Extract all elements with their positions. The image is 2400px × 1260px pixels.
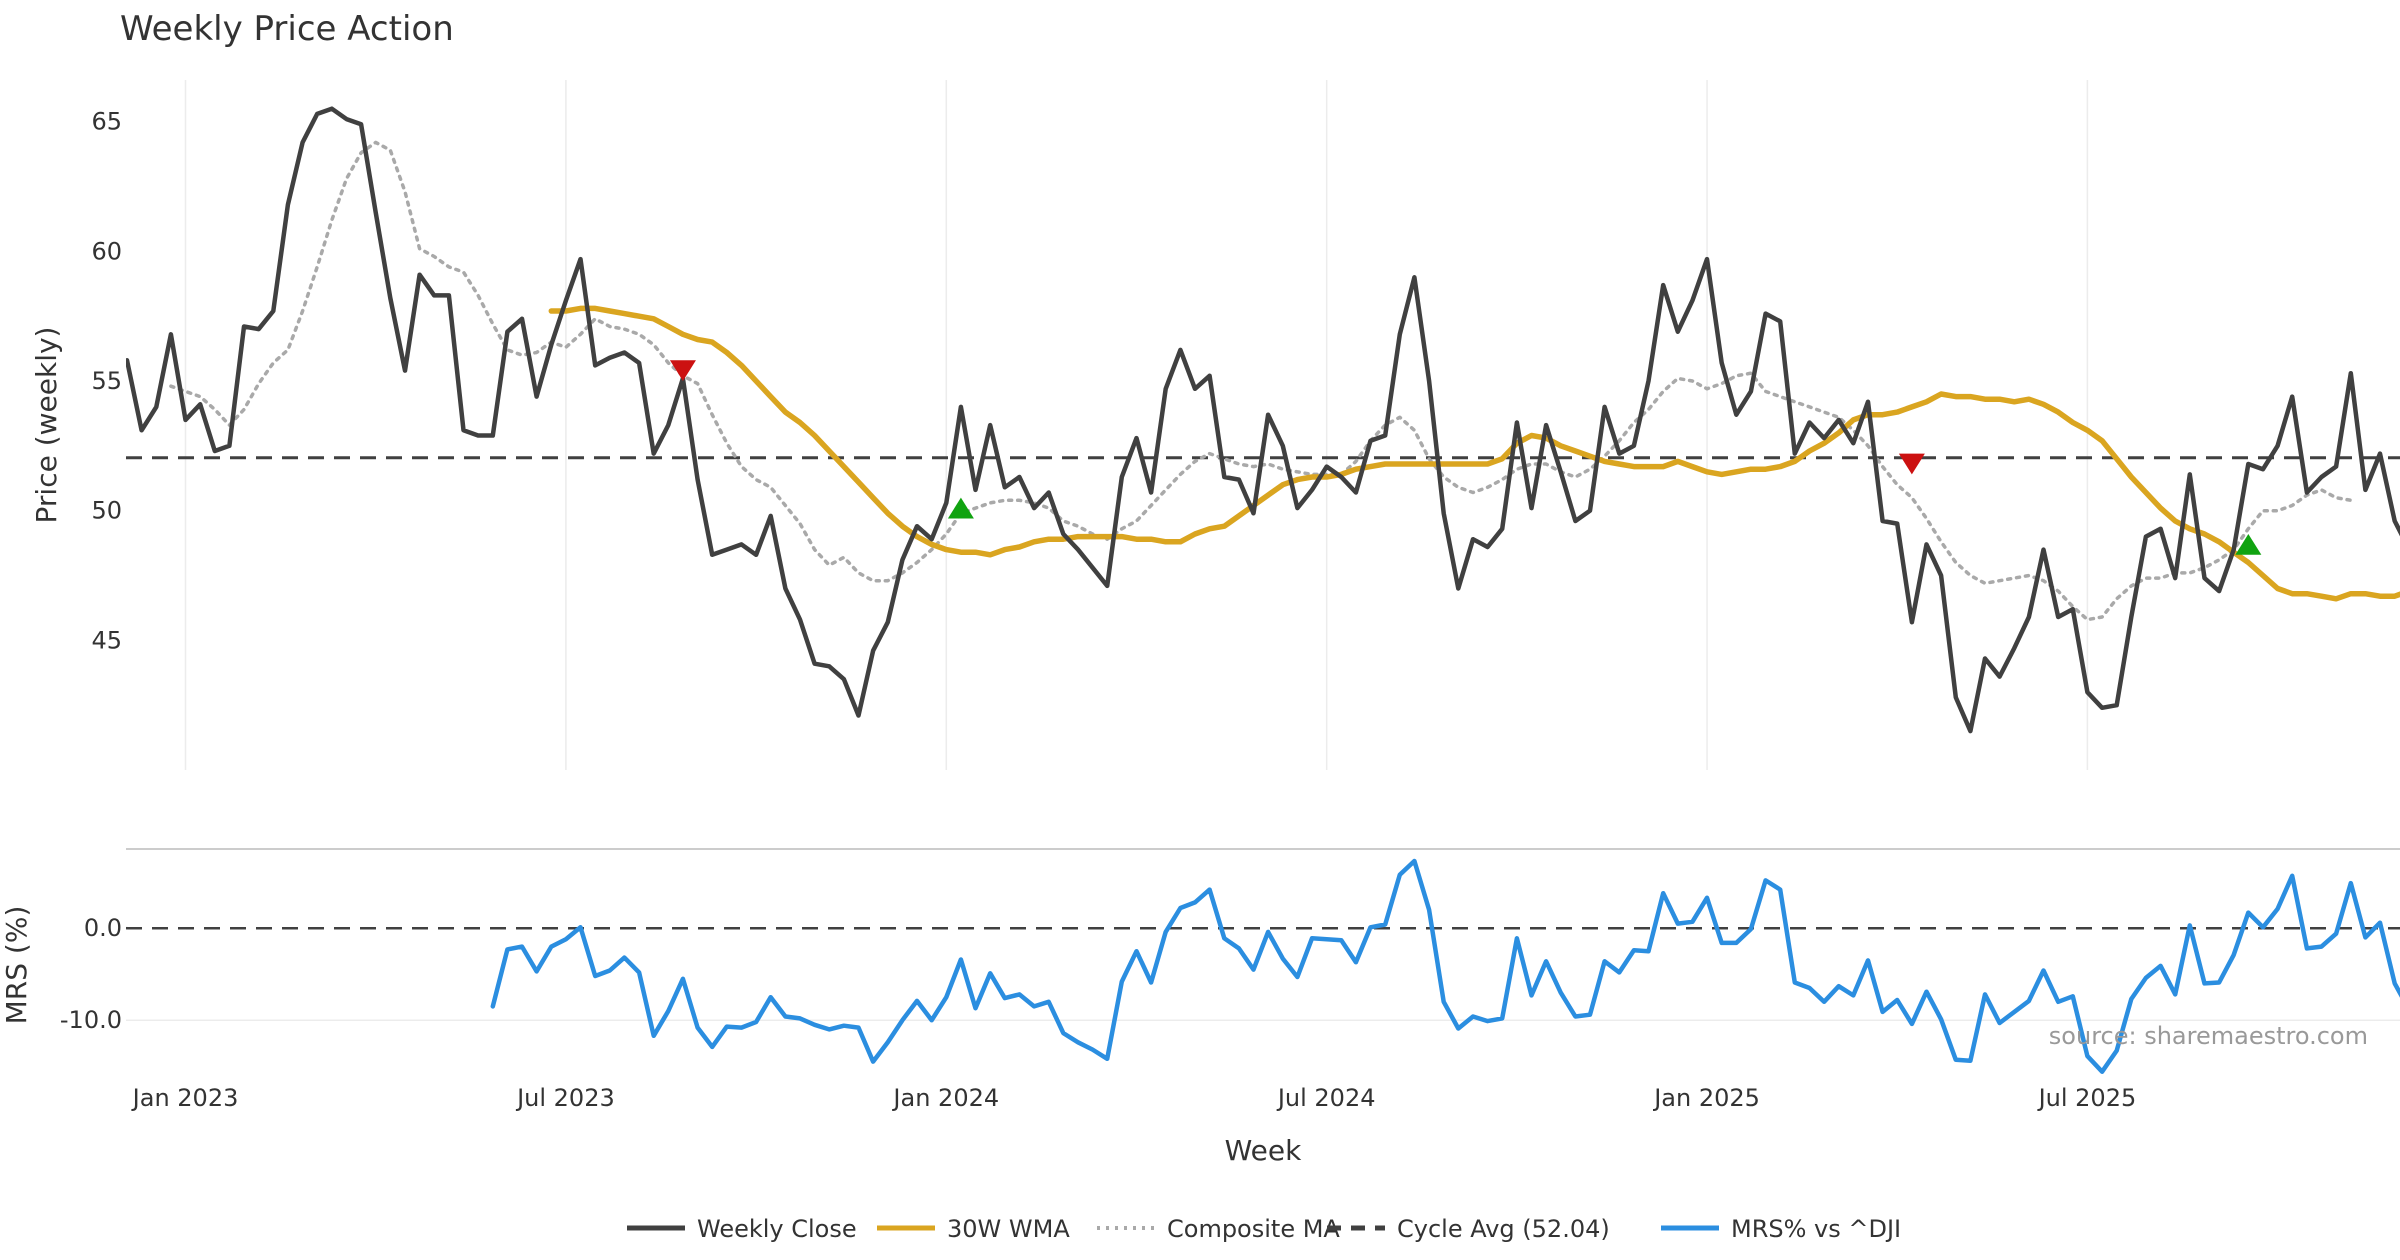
x-axis-ticks: Jan 2023 Jul 2023 Jan 2024 Jul 2024 Jan 2025…	[131, 1084, 2137, 1112]
legend-label: MRS% vs ^DJI	[1731, 1215, 1901, 1243]
mrs-y-tick-label: -10.0	[60, 1006, 122, 1034]
series-composite-ma	[169, 140, 2353, 622]
price-y-tick-label: 55	[91, 367, 122, 395]
legend-item: MRS% vs ^DJI	[1661, 1215, 1901, 1243]
x-tick-label: Jul 2024	[1276, 1084, 1376, 1112]
x-axis-label: Week	[1225, 1134, 1302, 1167]
mrs-y-axis-label: MRS (%)	[0, 906, 33, 1025]
mrs-plot-area	[126, 858, 2400, 1074]
series-30w-wma	[548, 305, 2400, 602]
x-tick-label: Jul 2023	[515, 1084, 615, 1112]
price-y-axis-label: Price (weekly)	[30, 327, 63, 524]
legend-item: 30W WMA	[877, 1215, 1070, 1243]
price-y-tick-label: 65	[91, 108, 122, 136]
x-tick-label: Jan 2024	[891, 1084, 999, 1112]
series-mrs-vs-dji	[490, 858, 2400, 1074]
sell-marker	[1898, 453, 1925, 475]
legend-label: 30W WMA	[947, 1215, 1070, 1243]
buy-marker	[2235, 533, 2262, 555]
legend-label: Cycle Avg (52.04)	[1397, 1215, 1610, 1243]
price-y-tick-label: 60	[91, 237, 122, 265]
price-y-tick-label: 45	[91, 626, 122, 654]
legend-item: Weekly Close	[627, 1215, 857, 1243]
legend-label: Composite MA	[1167, 1215, 1340, 1243]
x-tick-label: Jan 2023	[131, 1084, 239, 1112]
legend: Weekly Close 30W WMA Composite MA Cycle Avg…	[627, 1215, 1901, 1243]
source-text: source: sharemaestro.com	[2049, 1022, 2368, 1050]
legend-item: Composite MA	[1097, 1215, 1340, 1243]
legend-label: Weekly Close	[697, 1215, 857, 1243]
mrs-y-ticks: 0.0 -10.0	[60, 914, 122, 1034]
price-gridlines	[184, 80, 2089, 770]
price-y-tick-label: 50	[91, 497, 122, 525]
legend-item: Cycle Avg (52.04)	[1327, 1215, 1610, 1243]
price-y-ticks: 45 50 55 60 65	[91, 108, 122, 655]
price-plot-area	[126, 106, 2400, 734]
x-tick-label: Jan 2025	[1652, 1084, 1760, 1112]
mrs-y-tick-label: 0.0	[84, 914, 122, 942]
chart-title: Weekly Price Action	[120, 9, 454, 49]
series-weekly-close	[126, 106, 2400, 734]
x-tick-label: Jul 2025	[2037, 1084, 2137, 1112]
buy-marker	[947, 497, 974, 519]
sell-marker	[669, 360, 696, 382]
